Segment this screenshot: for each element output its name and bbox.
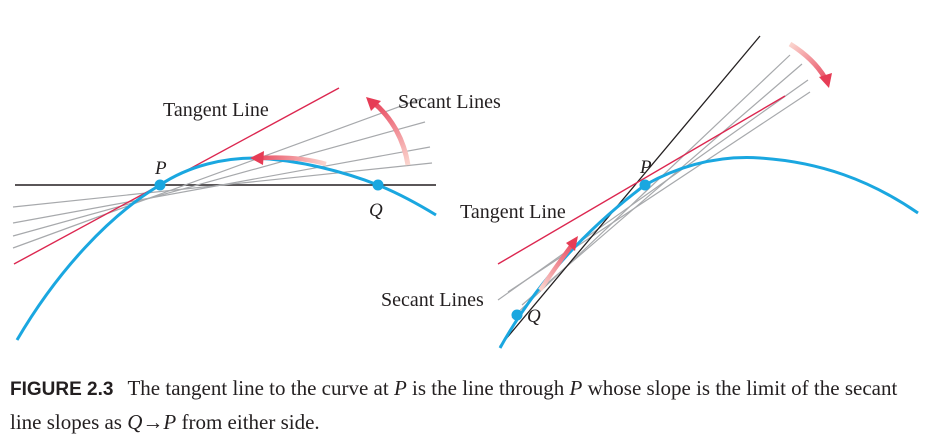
right-rotation-arrowhead xyxy=(819,73,832,88)
left-secant-label: Secant Lines xyxy=(398,91,501,113)
caption-arrow: → xyxy=(142,410,164,434)
caption-text: whose slope is the limit of the secant l… xyxy=(10,376,898,434)
right-point-p xyxy=(639,179,651,191)
left-panel: Tangent Line Secant Lines P Q xyxy=(12,87,501,341)
left-approach-arrowhead xyxy=(250,151,264,165)
left-point-q xyxy=(372,179,384,191)
caption-text: The tangent line to the curve at xyxy=(127,376,394,400)
caption-var-p: P xyxy=(163,410,177,434)
caption-var-p: P xyxy=(393,376,407,400)
caption-var-q: Q xyxy=(127,410,143,434)
right-tangent-label: Tangent Line xyxy=(460,201,566,223)
left-tangent-label: Tangent Line xyxy=(163,99,269,121)
figure-caption: FIGURE 2.3 The tangent line to the curve … xyxy=(10,372,930,438)
right-secant-lines xyxy=(497,54,811,319)
right-approach-arrowhead xyxy=(566,236,578,251)
right-curve xyxy=(498,156,919,349)
right-rotation-arrow xyxy=(788,41,828,80)
right-secant-line xyxy=(511,54,791,319)
left-point-p xyxy=(154,179,166,191)
left-rotation-arrow xyxy=(372,101,411,166)
right-point-p-label: P xyxy=(639,157,652,178)
right-panel: Tangent Line Secant Lines P Q xyxy=(381,35,919,349)
right-point-q xyxy=(511,309,523,321)
right-tangent-line xyxy=(497,95,786,265)
right-secant-line-dark xyxy=(499,35,761,347)
left-secant-line xyxy=(12,97,424,249)
left-secant-lines xyxy=(12,97,433,249)
left-rotation-arrowhead xyxy=(366,97,381,111)
figure-label: FIGURE 2.3 xyxy=(10,379,114,400)
tangent-secant-figure: Tangent Line Secant Lines P Q Tangent Li… xyxy=(12,35,919,349)
caption-text: is the line through xyxy=(406,376,570,400)
right-point-q-label: Q xyxy=(527,306,541,327)
caption-text: from either side. xyxy=(176,410,320,434)
left-point-q-label: Q xyxy=(369,200,383,221)
left-curve xyxy=(15,156,437,341)
left-approach-arrow xyxy=(261,155,327,167)
right-secant-label: Secant Lines xyxy=(381,289,484,311)
right-secant-line xyxy=(507,91,811,293)
caption-var-p: P xyxy=(569,376,583,400)
right-secant-line xyxy=(497,79,809,301)
left-secant-line xyxy=(12,162,433,208)
left-secant-line xyxy=(12,121,426,237)
right-approach-arrow xyxy=(538,243,574,292)
left-point-p-label: P xyxy=(154,158,167,179)
